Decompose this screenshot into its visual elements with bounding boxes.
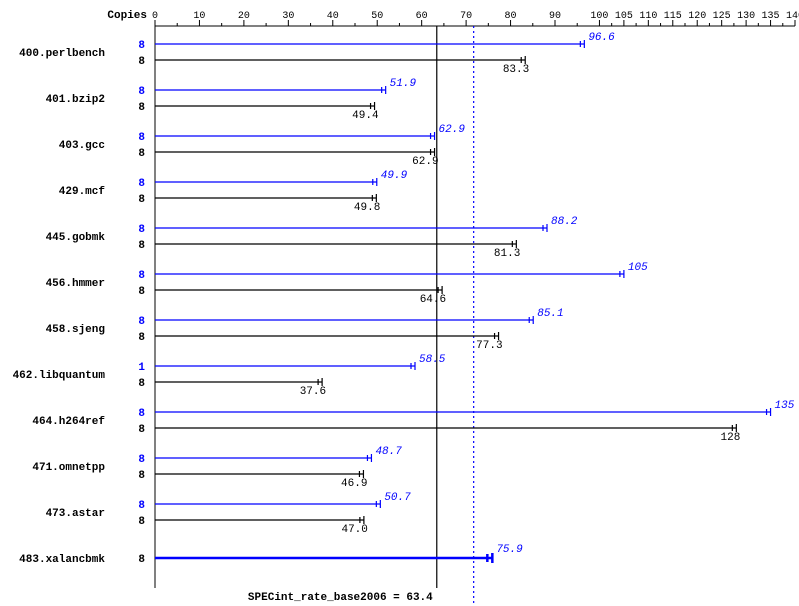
copies-value-base: 8 xyxy=(138,378,145,390)
spec-rate-chart: 0 10 20 30 40 50 60 70 80 90 100 105 110 115 120 125 130… xyxy=(0,0,799,606)
copies-value-base: 8 xyxy=(138,332,145,344)
peak-value-label: 51.9 xyxy=(390,78,417,90)
copies-value-peak: 8 xyxy=(138,40,145,52)
base-value-label: 49.4 xyxy=(352,110,379,122)
benchmark-label: 456.hmmer xyxy=(46,278,105,290)
peak-value-label: 49.9 xyxy=(381,170,408,182)
axis-tick-label: 100 xyxy=(590,11,608,22)
base-value-label: 49.8 xyxy=(354,202,380,214)
benchmark-label: 462.libquantum xyxy=(13,370,106,382)
copies-value-peak: 8 xyxy=(138,454,145,466)
copies-value-peak: 8 xyxy=(138,500,145,512)
axis-tick-label: 135 xyxy=(762,11,780,22)
axis-tick-label: 30 xyxy=(282,11,294,22)
copies-value-peak: 8 xyxy=(138,178,145,190)
axis-tick-label: 50 xyxy=(371,11,383,22)
axis-tick-label: 0 xyxy=(152,11,158,22)
copies-value-peak: 8 xyxy=(138,408,145,420)
peak-value-label: 85.1 xyxy=(537,308,563,320)
axis-tick-label: 90 xyxy=(549,11,561,22)
benchmark-label: 471.omnetpp xyxy=(32,462,105,474)
copies-value-base: 8 xyxy=(138,102,145,114)
benchmark-label: 403.gcc xyxy=(59,140,105,152)
peak-value-label: 50.7 xyxy=(384,492,411,504)
base-value-label: 77.3 xyxy=(476,340,502,352)
peak-value-label: 135 xyxy=(775,400,795,412)
base-value-label: 81.3 xyxy=(494,248,520,260)
axis-tick-label: 140 xyxy=(786,11,799,22)
copies-value-peak: 8 xyxy=(138,270,145,282)
copies-value-peak: 8 xyxy=(138,132,145,144)
peak-value-label: 75.9 xyxy=(496,544,523,556)
peak-value-label: 58.5 xyxy=(419,354,446,366)
copies-header: Copies xyxy=(107,10,147,22)
axis-tick-label: 115 xyxy=(664,11,682,22)
copies-value-base: 8 xyxy=(138,516,145,528)
copies-value-base: 8 xyxy=(138,286,145,298)
axis-tick-label: 60 xyxy=(416,11,428,22)
axis-tick-label: 70 xyxy=(460,11,472,22)
base-value-label: 46.9 xyxy=(341,478,367,490)
benchmark-label: 429.mcf xyxy=(59,186,106,198)
copies-value-peak: 8 xyxy=(138,224,145,236)
copies-value-peak: 8 xyxy=(138,86,145,98)
summary-base-label: SPECint_rate_base2006 = 63.4 xyxy=(248,592,433,604)
peak-value-label: 48.7 xyxy=(375,446,402,458)
benchmark-label: 483.xalancbmk xyxy=(19,554,105,566)
benchmark-label: 401.bzip2 xyxy=(46,94,105,106)
copies-value-base: 8 xyxy=(138,424,145,436)
peak-value-label: 96.6 xyxy=(588,32,615,44)
copies-value-peak: 8 xyxy=(138,316,145,328)
base-value-label: 62.9 xyxy=(412,156,438,168)
axis-tick-label: 20 xyxy=(238,11,250,22)
axis-tick-label: 130 xyxy=(737,11,755,22)
copies-value-base: 8 xyxy=(138,56,145,68)
axis-tick-label: 120 xyxy=(688,11,706,22)
copies-value: 8 xyxy=(138,554,145,566)
axis-tick-label: 105 xyxy=(615,11,633,22)
base-value-label: 128 xyxy=(721,432,741,444)
benchmark-label: 458.sjeng xyxy=(46,324,105,336)
copies-value-base: 8 xyxy=(138,240,145,252)
axis-tick-label: 80 xyxy=(505,11,517,22)
benchmark-label: 473.astar xyxy=(46,508,105,520)
copies-value-base: 8 xyxy=(138,148,145,160)
axis-tick-label: 40 xyxy=(327,11,339,22)
copies-value-base: 8 xyxy=(138,470,145,482)
base-value-label: 83.3 xyxy=(503,64,529,76)
base-value-label: 37.6 xyxy=(300,386,326,398)
benchmark-label: 400.perlbench xyxy=(19,48,105,60)
benchmark-label: 445.gobmk xyxy=(46,232,106,244)
axis-tick-label: 110 xyxy=(639,11,657,22)
copies-value-peak: 1 xyxy=(138,362,145,374)
copies-value-base: 8 xyxy=(138,194,145,206)
axis-tick-label: 125 xyxy=(713,11,731,22)
axis-tick-label: 10 xyxy=(193,11,205,22)
base-value-label: 64.6 xyxy=(420,294,446,306)
base-value-label: 47.0 xyxy=(341,524,367,536)
peak-value-label: 88.2 xyxy=(551,216,578,228)
peak-value-label: 62.9 xyxy=(439,124,466,136)
benchmark-label: 464.h264ref xyxy=(32,416,105,428)
peak-value-label: 105 xyxy=(628,262,648,274)
